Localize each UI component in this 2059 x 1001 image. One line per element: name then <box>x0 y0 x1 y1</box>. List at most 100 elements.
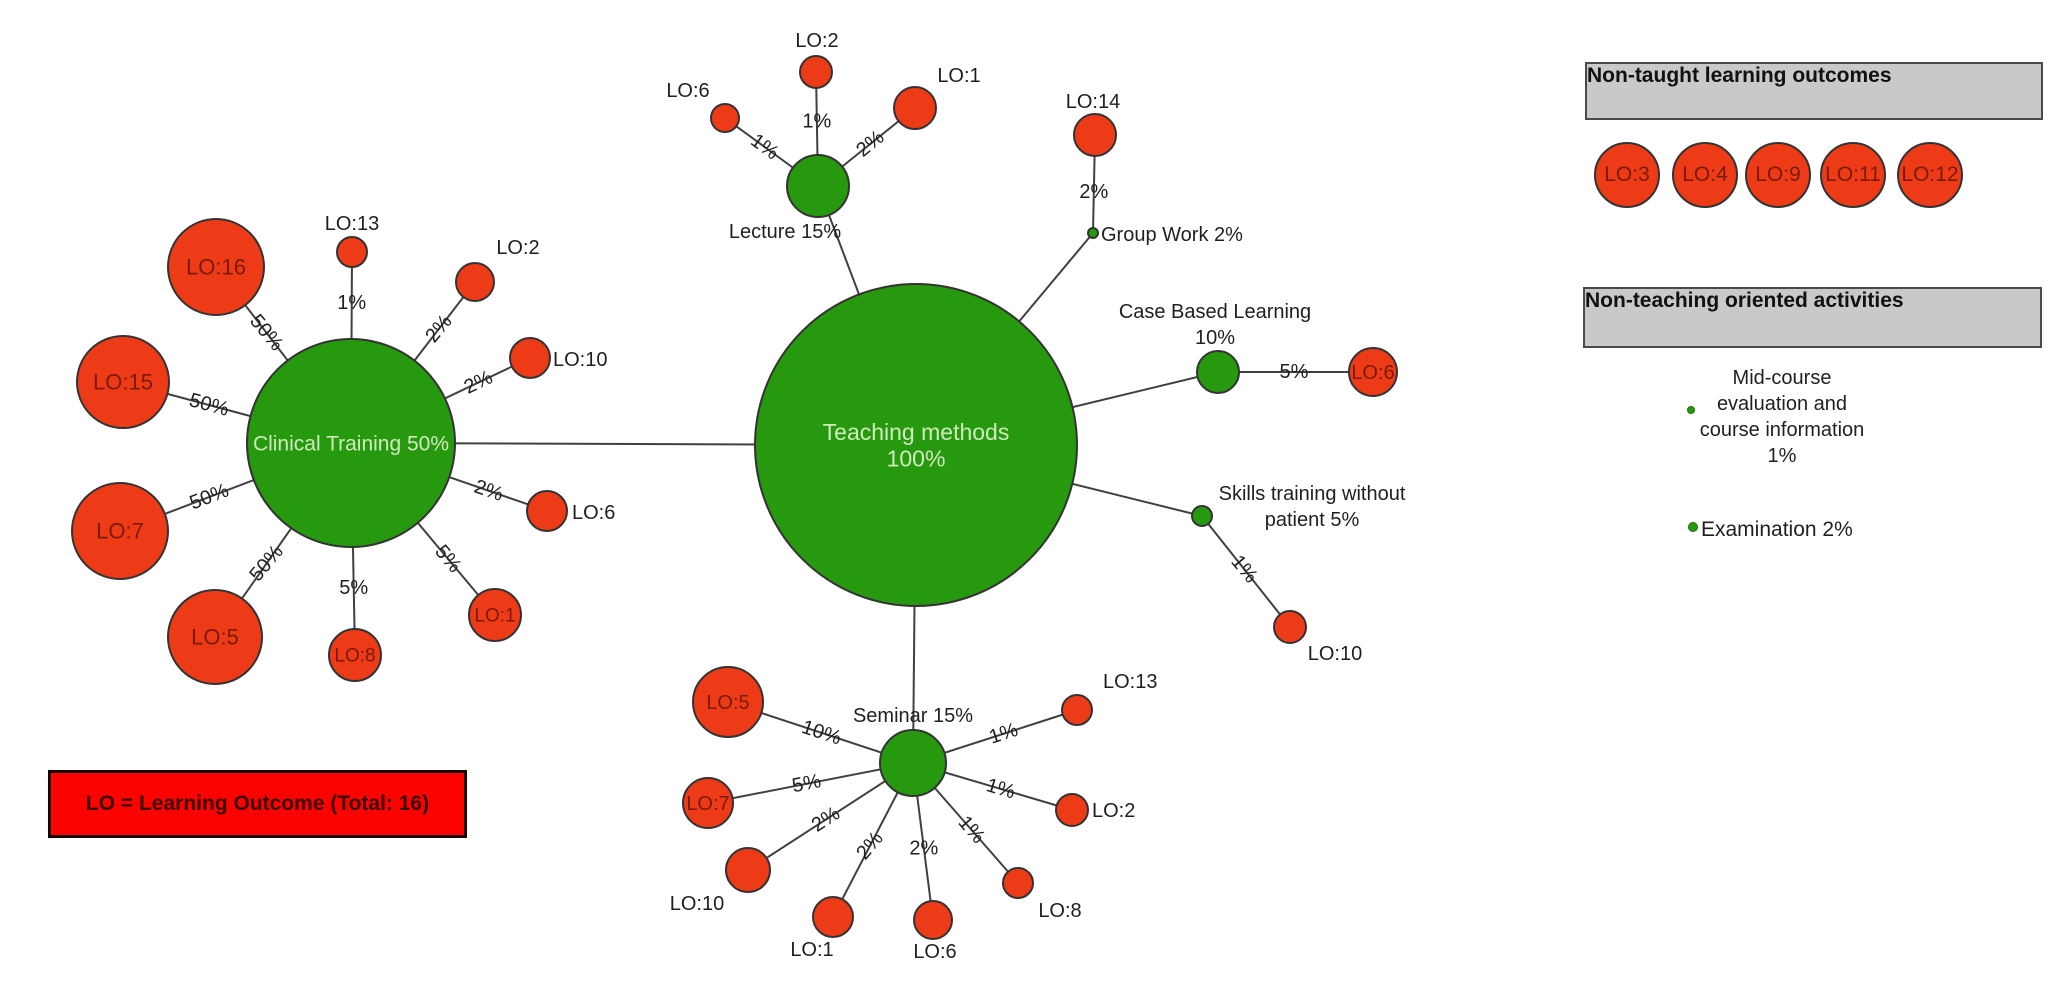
label-lec_lo6: LO:6 <box>666 80 709 102</box>
lo-definition-box: LO = Learning Outcome (Total: 16) <box>48 770 467 838</box>
label-lec_lo1: LO:1 <box>937 65 980 87</box>
non-teaching-activities-title: Non-teaching oriented activities <box>1585 289 1904 312</box>
label-line: LO:14 <box>1066 91 1120 113</box>
node-seminar <box>879 729 947 797</box>
edge-label-cbl-cbl_lo6: 5% <box>1280 361 1309 383</box>
edge-label-seminar-se_lo6: 2% <box>909 837 938 859</box>
label-line: LO:1 <box>474 606 515 627</box>
examination-dot <box>1688 522 1698 532</box>
label-lec_lo2: LO:2 <box>795 30 838 52</box>
label-line: Seminar 15% <box>853 705 973 727</box>
node-lec_lo2 <box>799 55 833 89</box>
node-groupwork <box>1087 227 1099 239</box>
non-taught-lo-bubble: LO:12 <box>1897 142 1963 208</box>
label-line: LO:10 <box>553 349 607 371</box>
edge-label-seminar-se_lo7: 5% <box>790 770 823 797</box>
label-line: LO:6 <box>1351 362 1394 384</box>
node-gw_lo14 <box>1073 113 1117 157</box>
non-taught-lo-label: LO:3 <box>1604 163 1650 186</box>
edge-label-seminar-se_lo1: 2% <box>852 827 888 863</box>
midcourse-line: course information <box>1699 419 1865 441</box>
label-line: LO:13 <box>1103 671 1157 693</box>
label-se_lo1: LO:1 <box>790 939 833 961</box>
examination-label: Examination 2% <box>1701 518 1853 541</box>
label-seminar: Seminar 15% <box>853 705 973 727</box>
label-cl_lo7: LO:7 <box>96 519 144 544</box>
label-line: LO:5 <box>191 625 239 650</box>
label-line: LO:5 <box>706 692 749 714</box>
label-line: LO:13 <box>325 213 379 235</box>
node-cl_lo8 <box>328 628 382 682</box>
label-cl_lo16: LO:16 <box>186 255 246 280</box>
edge-label-lecture-lec_lo2: 1% <box>802 111 831 133</box>
label-line: LO:8 <box>1038 900 1081 922</box>
non-taught-lo-label: LO:4 <box>1682 163 1728 186</box>
edge-label-clinical-cl_lo2: 2% <box>421 311 457 347</box>
edge-label-clinical-cl_lo6: 2% <box>471 476 506 506</box>
node-lecture <box>786 154 850 218</box>
node-se_lo6 <box>913 900 953 940</box>
non-taught-lo-label: LO:12 <box>1901 163 1959 186</box>
label-line: LO:2 <box>1092 800 1135 822</box>
non-taught-lo-bubble: LO:11 <box>1820 142 1886 208</box>
node-cl_lo6 <box>526 490 568 532</box>
label-se_lo6: LO:6 <box>913 941 956 963</box>
label-cbl: Case Based Learning 10% <box>1119 301 1311 349</box>
label-line: Skills training without <box>1219 483 1406 505</box>
non-taught-lo-bubble: LO:3 <box>1594 142 1660 208</box>
label-line: Lecture 15% <box>729 221 842 243</box>
label-se_lo7: LO:7 <box>686 793 729 815</box>
node-cl_lo15 <box>76 335 170 429</box>
node-cl_lo2 <box>455 262 495 302</box>
edge-label-clinical-cl_lo1: 5% <box>430 541 466 577</box>
node-clinical <box>246 338 456 548</box>
non-taught-lo-bubble: LO:9 <box>1745 142 1811 208</box>
label-line: LO:16 <box>186 255 246 280</box>
label-line: Group Work 2% <box>1101 224 1243 246</box>
midcourse-evaluation-label: Mid-course evaluation and course informa… <box>1662 365 1902 469</box>
edge-label-clinical-cl_lo7: 50% <box>187 479 232 514</box>
label-se_lo13: LO:13 <box>1103 671 1157 693</box>
label-cbl_lo6: LO:6 <box>1351 362 1394 384</box>
midcourse-line: 1% <box>1767 445 1797 467</box>
label-cl_lo2: LO:2 <box>496 237 539 259</box>
label-gw_lo14: LO:14 <box>1066 91 1120 113</box>
label-line: LO:7 <box>96 519 144 544</box>
label-line: LO:1 <box>937 65 980 87</box>
edge-skills-sk_lo10 <box>1201 515 1291 628</box>
midcourse-line: Mid-course <box>1732 367 1832 389</box>
node-cl_lo10 <box>509 337 551 379</box>
label-line: LO:6 <box>666 80 709 102</box>
non-taught-outcomes-header: Non-taught learning outcomes <box>1585 62 2043 120</box>
edge-label-seminar-se_lo2: 1% <box>984 774 1018 803</box>
label-se_lo5: LO:5 <box>706 692 749 714</box>
node-lec_lo1 <box>893 86 937 130</box>
label-skills: Skills training without patient 5% <box>1219 483 1406 531</box>
node-lec_lo6 <box>710 103 740 133</box>
edge-label-skills-sk_lo10: 1% <box>1226 551 1262 587</box>
label-cl_lo1: LO:1 <box>474 606 515 627</box>
label-line: LO:7 <box>686 793 729 815</box>
edge-label-seminar-se_lo13: 1% <box>986 719 1020 749</box>
non-taught-lo-bubble: LO:4 <box>1672 142 1738 208</box>
label-lecture: Lecture 15% <box>729 221 842 243</box>
edge-label-lecture-lec_lo6: 1% <box>746 130 782 165</box>
lo-definition-text: LO = Learning Outcome (Total: 16) <box>85 792 430 815</box>
node-se_lo1 <box>812 896 854 938</box>
label-line: LO:6 <box>913 941 956 963</box>
node-se_lo13 <box>1061 694 1093 726</box>
label-sk_lo10: LO:10 <box>1308 643 1362 665</box>
node-se_lo5 <box>692 666 764 738</box>
midcourse-dot <box>1687 406 1695 414</box>
label-line: 10% <box>1195 327 1235 349</box>
non-teaching-activities-header: Non-teaching oriented activities <box>1583 287 2042 348</box>
node-cbl_lo6 <box>1348 347 1398 397</box>
node-cl_lo7 <box>71 482 169 580</box>
label-line: LO:10 <box>670 893 724 915</box>
node-cl_lo13 <box>336 236 368 268</box>
edge-label-seminar-se_lo10: 2% <box>808 802 844 836</box>
label-line: LO:2 <box>795 30 838 52</box>
edge-label-seminar-se_lo5: 10% <box>799 716 844 749</box>
node-cl_lo16 <box>167 218 265 316</box>
